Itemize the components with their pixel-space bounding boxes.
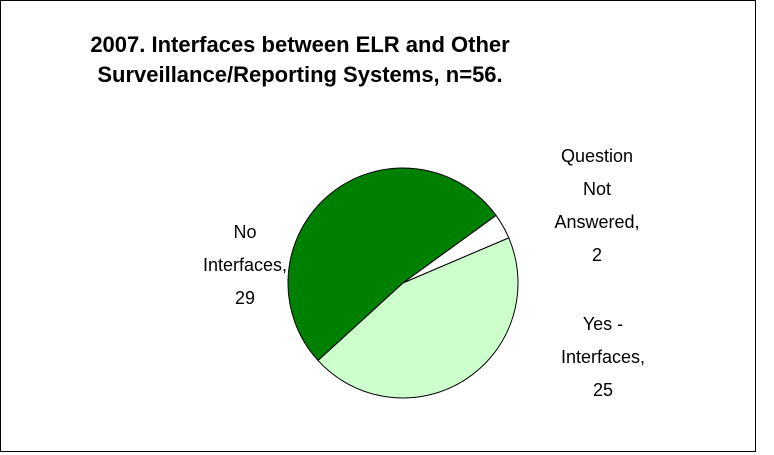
label-category: Question Not Answered, (554, 146, 640, 232)
chart-frame (0, 0, 756, 452)
data-label: Question Not Answered, 2 (547, 140, 647, 272)
pie-slice (317, 237, 519, 399)
label-category: No Interfaces, (202, 222, 288, 275)
label-value: 25 (592, 380, 614, 400)
data-label: Yes - Interfaces, 25 (553, 308, 653, 407)
data-label: No Interfaces, 29 (195, 216, 295, 315)
label-value: 29 (234, 288, 256, 308)
pie-slice (287, 167, 497, 362)
label-value: 2 (591, 245, 602, 265)
label-category: Yes - Interfaces, (560, 314, 646, 367)
chart-title: 2007. Interfaces between ELR and Other S… (90, 32, 510, 87)
